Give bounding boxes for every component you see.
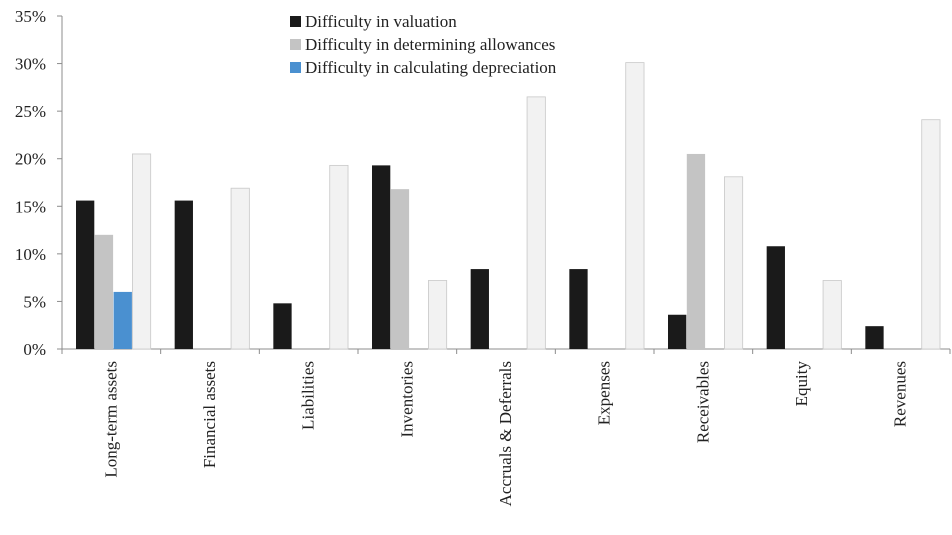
category-labels: Long-term assets Financial assets Liabilit… [101, 361, 909, 507]
bar-1-6 [569, 269, 588, 349]
y-axis: 0% 5% 10% 15% 20% 25% 30% 35% [15, 7, 63, 359]
bars [76, 62, 941, 350]
bar-1-9 [865, 326, 884, 349]
bar-1-5 [470, 269, 489, 349]
category-label: Accruals & Deferrals [496, 361, 515, 506]
category-label: Receivables [693, 361, 712, 443]
bar-1-3 [273, 303, 292, 349]
legend-label: Difficulty in calculating depreciation [305, 58, 557, 77]
legend-swatch [290, 16, 301, 27]
bar-4-9 [921, 119, 941, 350]
bar-4-3 [329, 164, 349, 350]
bar-4-6 [625, 62, 645, 350]
bar-1-4 [372, 165, 391, 349]
category-label: Liabilities [299, 361, 318, 430]
bar-1-7 [668, 314, 687, 349]
x-axis [61, 348, 951, 354]
bar-2-7 [686, 153, 706, 349]
y-tick-label: 5% [23, 292, 46, 311]
bar-4-2 [230, 187, 250, 350]
legend-swatch [290, 39, 301, 50]
bar-1-2 [174, 200, 193, 349]
y-tick-label: 15% [15, 197, 46, 216]
y-tick-label: 10% [15, 245, 46, 264]
category-label: Inventories [397, 361, 416, 437]
bar-2-4 [390, 189, 410, 349]
bar-1-8 [766, 246, 785, 349]
bar-4-8 [822, 280, 842, 350]
category-label: Long-term assets [101, 361, 120, 478]
legend-label: Difficulty in determining allowances [305, 35, 555, 54]
bar-4-5 [526, 96, 546, 350]
y-tick-label: 35% [15, 7, 46, 26]
legend: Difficulty in valuation Difficulty in det… [290, 12, 557, 77]
y-tick-label: 0% [23, 340, 46, 359]
category-label: Equity [792, 361, 811, 407]
y-tick-label: 30% [15, 55, 46, 74]
bar-4-4 [427, 280, 448, 350]
bar-1-1 [76, 200, 95, 349]
legend-swatch [290, 62, 301, 73]
y-tick-label: 25% [15, 102, 46, 121]
bar-3-1 [113, 291, 132, 349]
category-label: Revenues [891, 361, 910, 427]
category-label: Financial assets [200, 361, 219, 468]
bar-4-7 [724, 176, 744, 350]
category-label: Expenses [595, 361, 614, 425]
legend-label: Difficulty in valuation [305, 12, 457, 31]
bar-2-1 [94, 234, 114, 349]
y-tick-label: 20% [15, 150, 46, 169]
bar-4-1 [131, 153, 152, 350]
